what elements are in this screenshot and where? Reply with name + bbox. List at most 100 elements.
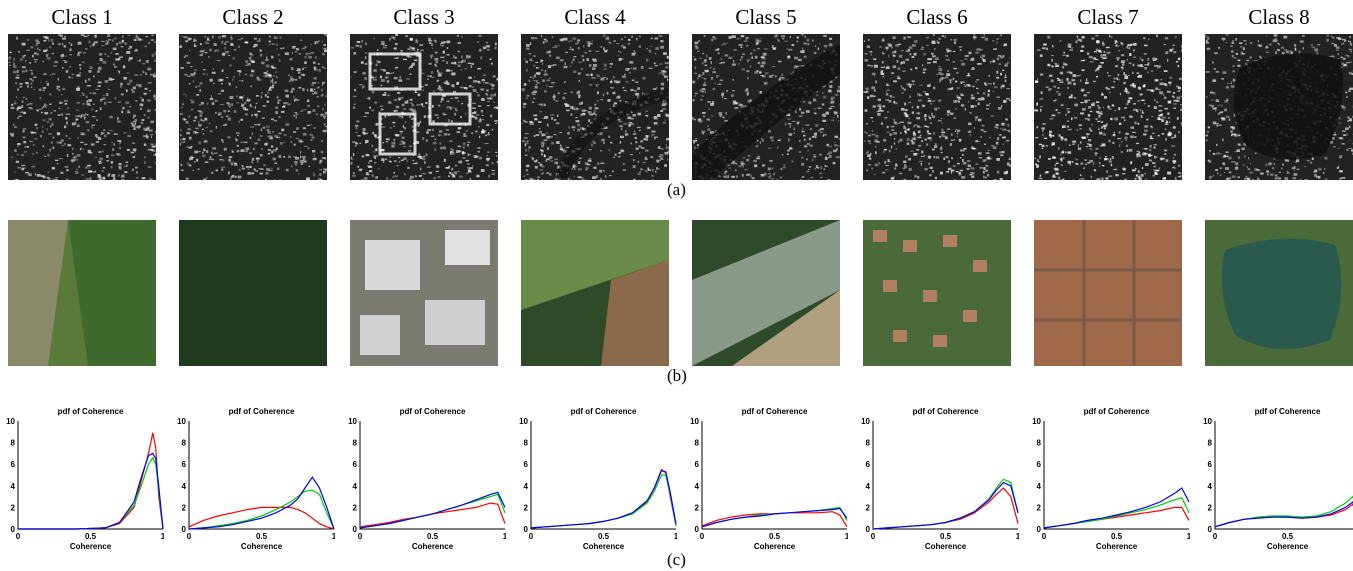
y-tick-label: 0 — [353, 525, 358, 534]
sar-image — [179, 34, 331, 182]
series-line — [530, 469, 677, 529]
chart-title: pdf of Coherence — [1255, 407, 1321, 416]
series-line — [188, 506, 335, 530]
x-tick-label: 0.5 — [85, 532, 97, 541]
chart-title: pdf of Coherence — [1084, 407, 1150, 416]
sar-image — [1205, 34, 1353, 182]
axis-lines — [1214, 421, 1353, 530]
y-tick-label: 8 — [866, 439, 871, 448]
series-line — [530, 474, 677, 529]
y-tick-label: 8 — [1208, 439, 1213, 448]
y-tick-label: 8 — [353, 439, 358, 448]
y-tick-label: 10 — [177, 417, 186, 426]
series-line — [18, 456, 164, 530]
chart-title: pdf of Coherence — [58, 407, 124, 416]
series-line — [872, 481, 1019, 530]
optical-image — [8, 220, 156, 366]
x-tick-label: 1 — [674, 532, 677, 541]
optical-image — [863, 220, 1011, 366]
series-line — [1214, 495, 1353, 528]
series-line — [359, 491, 506, 529]
y-tick-label: 10 — [861, 417, 870, 426]
y-tick-label: 0 — [11, 525, 16, 534]
y-tick-label: 10 — [1203, 417, 1212, 426]
series-line — [18, 432, 164, 530]
y-tick-label: 10 — [1032, 417, 1041, 426]
x-tick-label: 1 — [1187, 532, 1190, 541]
row-a-label: (a) — [667, 180, 686, 199]
axis-lines — [17, 421, 163, 530]
x-tick-label: 0.5 — [598, 532, 610, 541]
y-tick-label: 0 — [182, 525, 187, 534]
x-tick-label: 0 — [187, 532, 192, 541]
chart-title: pdf of Coherence — [742, 407, 808, 416]
x-tick-label: 0.5 — [427, 532, 439, 541]
optical-image — [692, 220, 840, 366]
optical-image — [179, 220, 327, 366]
y-tick-label: 6 — [182, 460, 187, 469]
series-line — [359, 502, 506, 528]
x-tick-label: 0 — [16, 532, 21, 541]
x-tick-label: 0 — [1042, 532, 1047, 541]
chart-title: pdf of Coherence — [229, 407, 295, 416]
series-line — [188, 489, 335, 530]
row-b-label: (b) — [667, 366, 687, 385]
y-tick-label: 4 — [11, 482, 16, 491]
y-tick-label: 0 — [1208, 525, 1213, 534]
class-title: Class 4 — [564, 5, 626, 29]
axis-lines — [872, 421, 1018, 530]
class-title: Class 1 — [51, 5, 113, 29]
axis-lines — [530, 421, 676, 530]
sar-image — [521, 34, 672, 183]
y-tick-label: 6 — [11, 460, 16, 469]
y-tick-label: 6 — [866, 460, 871, 469]
series-line — [1043, 496, 1190, 529]
class-title: Class 5 — [735, 5, 797, 29]
x-tick-label: 1 — [845, 532, 848, 541]
y-tick-label: 4 — [695, 482, 700, 491]
y-tick-label: 6 — [1037, 460, 1042, 469]
x-axis-label: Coherence — [583, 542, 625, 551]
y-tick-label: 8 — [524, 439, 529, 448]
y-tick-label: 4 — [524, 482, 529, 491]
optical-image — [350, 220, 498, 366]
y-tick-label: 4 — [866, 482, 871, 491]
y-tick-label: 4 — [1208, 482, 1213, 491]
series-line — [188, 476, 335, 530]
optical-image — [1205, 220, 1353, 366]
x-axis-label: Coherence — [754, 542, 796, 551]
axis-lines — [188, 421, 334, 530]
y-tick-label: 4 — [1037, 482, 1042, 491]
x-tick-label: 0.5 — [1111, 532, 1123, 541]
x-tick-label: 0.5 — [940, 532, 952, 541]
y-tick-label: 2 — [1208, 503, 1213, 512]
optical-image — [1034, 220, 1182, 366]
x-tick-label: 0 — [529, 532, 534, 541]
y-tick-label: 10 — [519, 417, 528, 426]
y-tick-label: 0 — [866, 525, 871, 534]
y-tick-label: 2 — [866, 503, 871, 512]
series-line — [530, 468, 677, 529]
y-tick-label: 2 — [1037, 503, 1042, 512]
y-tick-label: 4 — [182, 482, 187, 491]
x-tick-label: 1 — [332, 532, 335, 541]
sar-image — [1034, 34, 1185, 183]
x-axis-label: Coherence — [1267, 542, 1309, 551]
x-axis-label: Coherence — [70, 542, 112, 551]
x-tick-label: 0.5 — [256, 532, 268, 541]
class-title: Class 6 — [906, 5, 968, 29]
x-axis-label: Coherence — [241, 542, 283, 551]
x-tick-label: 0 — [871, 532, 876, 541]
y-tick-label: 10 — [6, 417, 15, 426]
x-tick-label: 1 — [161, 532, 164, 541]
y-tick-label: 2 — [524, 503, 529, 512]
optical-image — [521, 220, 669, 366]
y-tick-label: 0 — [695, 525, 700, 534]
y-tick-label: 8 — [695, 439, 700, 448]
